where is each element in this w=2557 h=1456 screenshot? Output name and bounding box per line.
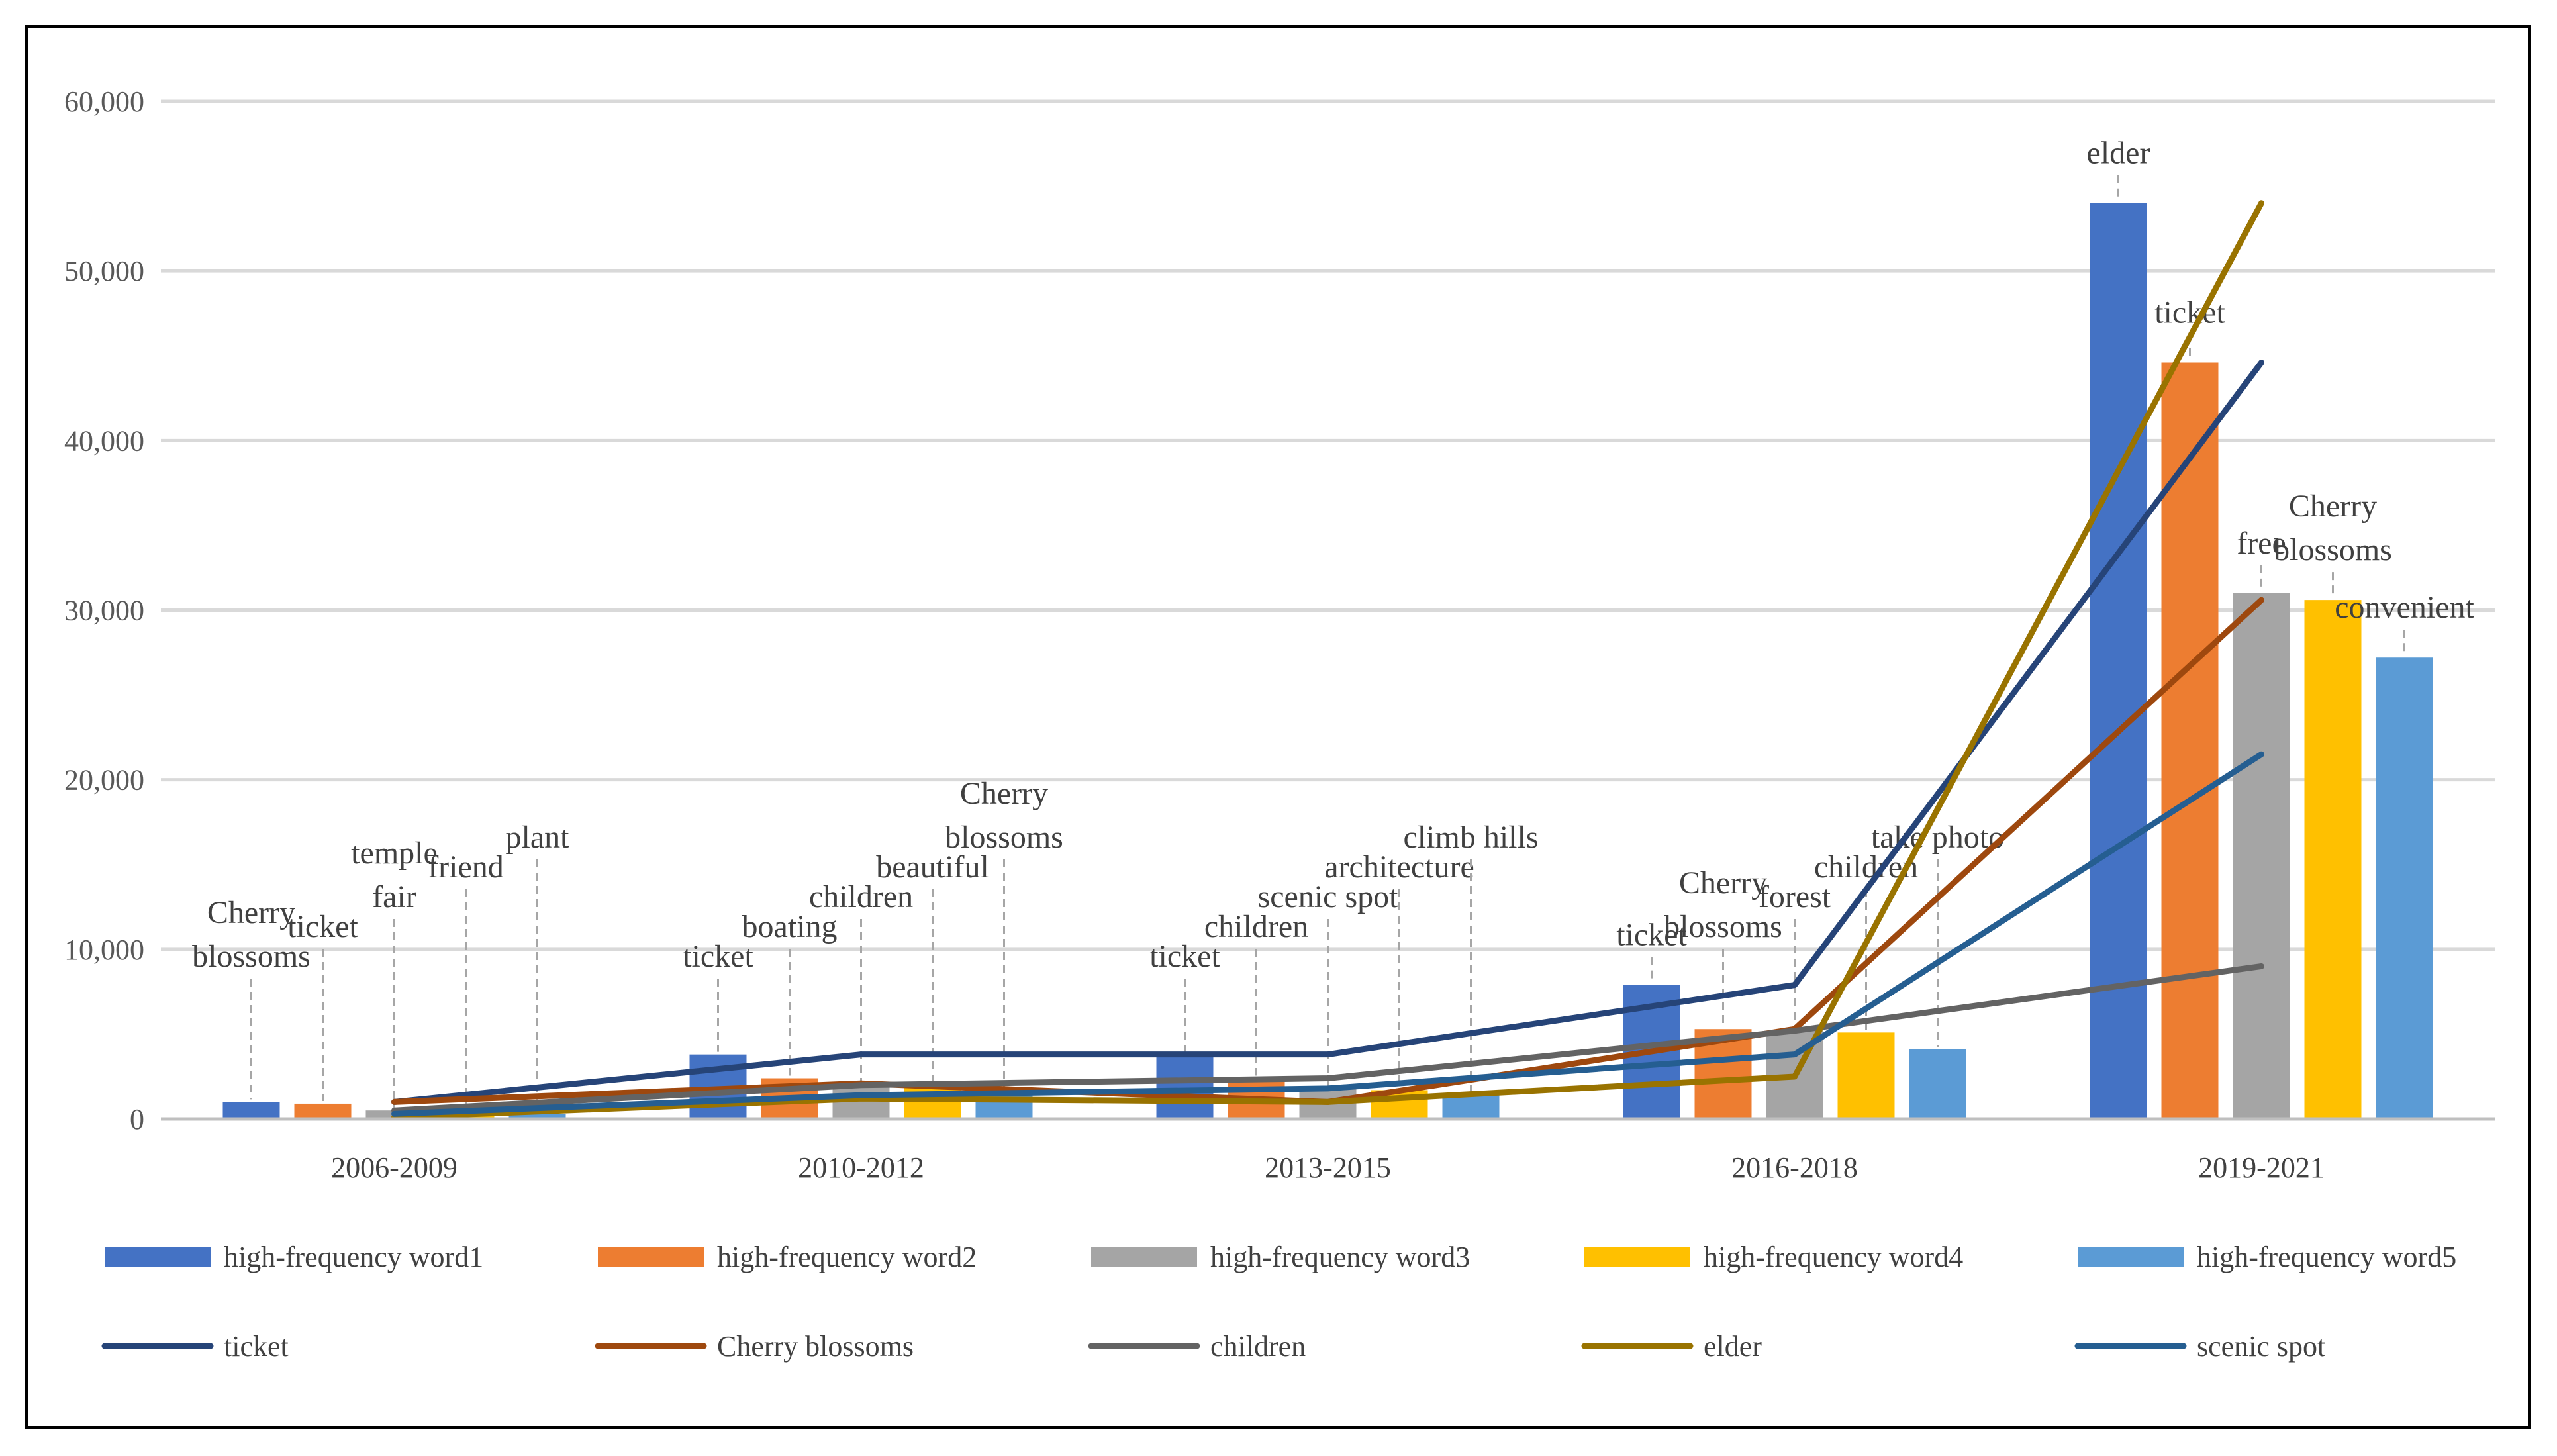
legend-label: high-frequency word1 xyxy=(224,1241,483,1273)
y-tick-label: 40,000 xyxy=(64,424,144,457)
data-label: blossoms xyxy=(945,820,1063,855)
y-tick-label: 10,000 xyxy=(64,934,144,966)
line-series-children xyxy=(391,963,2264,1114)
y-tick-label: 30,000 xyxy=(64,595,144,627)
data-label: ticket xyxy=(287,909,358,944)
data-label: children xyxy=(1204,909,1308,944)
legend-label: high-frequency word2 xyxy=(717,1241,977,1273)
data-label: free xyxy=(2237,526,2286,561)
y-tick-label: 60,000 xyxy=(64,85,144,118)
legend-label: high-frequency word4 xyxy=(1704,1241,1963,1273)
legend-label: ticket xyxy=(224,1330,289,1363)
data-label: elder xyxy=(2087,136,2150,171)
data-label: Cherry xyxy=(960,776,1048,811)
y-tick-label: 20,000 xyxy=(64,764,144,797)
y-tick-label: 0 xyxy=(130,1103,144,1136)
data-label: Cherry xyxy=(2289,489,2377,524)
bar-5-2013-2015 xyxy=(1442,1095,1500,1119)
x-tick-label: 2019-2021 xyxy=(2198,1151,2325,1184)
bar-1-2006-2009 xyxy=(222,1102,280,1119)
legend-label: Cherry blossoms xyxy=(717,1330,914,1363)
line-series-scenic-spot xyxy=(391,751,2264,1117)
x-tick-label: 2006-2009 xyxy=(331,1151,458,1184)
legend-label: high-frequency word5 xyxy=(2197,1241,2456,1273)
data-label: plant xyxy=(506,820,570,855)
bar-3-2019-2021 xyxy=(2233,593,2290,1119)
data-label: climb hills xyxy=(1404,820,1539,855)
x-tick-label: 2013-2015 xyxy=(1265,1151,1391,1184)
data-label: architecture xyxy=(1324,849,1474,885)
data-label: blossoms xyxy=(192,939,311,974)
chart-frame: 0 10,000 20,000 30,000 40,000 50,000 60,000 Che… xyxy=(25,25,2531,1429)
data-label: fair xyxy=(372,879,416,914)
x-tick-label: 2016-2018 xyxy=(1731,1151,1858,1184)
bar-1-2019-2021 xyxy=(2090,203,2147,1120)
data-label: forest xyxy=(1759,879,1831,914)
data-label: Cherry xyxy=(207,895,295,930)
legend-swatch xyxy=(1584,1247,1690,1267)
legend-swatch xyxy=(2078,1247,2184,1267)
data-label: Cherry xyxy=(1679,865,1767,900)
data-label: take photo xyxy=(1871,820,2004,855)
data-label: convenient xyxy=(2335,590,2474,625)
data-label: temple xyxy=(351,836,438,871)
bar-2-2019-2021 xyxy=(2161,362,2219,1119)
data-label: ticket xyxy=(1616,918,1687,953)
legend-swatch xyxy=(105,1247,211,1267)
data-label: ticket xyxy=(1149,939,1220,974)
x-tick-label: 2010-2012 xyxy=(798,1151,924,1184)
legend-label: scenic spot xyxy=(2197,1330,2325,1363)
data-label: children xyxy=(809,879,913,914)
data-label: boating xyxy=(742,909,838,944)
chart-svg: 0 10,000 20,000 30,000 40,000 50,000 60,000 Che… xyxy=(64,85,2495,1363)
legend-label: high-frequency word3 xyxy=(1210,1241,1470,1273)
bar-5-2016-2018 xyxy=(1909,1049,1966,1119)
line-series-ticket xyxy=(391,359,2264,1105)
bar-1-2013-2015 xyxy=(1156,1054,1214,1119)
legend-swatch xyxy=(598,1247,704,1267)
data-label: beautiful xyxy=(876,849,989,885)
bar-5-2006-2009 xyxy=(508,1114,566,1119)
data-label: friend xyxy=(428,849,504,885)
data-label: ticket xyxy=(2154,295,2225,330)
data-label: scenic spot xyxy=(1258,879,1399,914)
data-label: blossoms xyxy=(1664,909,1782,944)
legend-swatch xyxy=(1091,1247,1197,1267)
data-label: blossoms xyxy=(2274,532,2392,567)
data-label: ticket xyxy=(683,939,753,974)
line-series-elder xyxy=(391,200,2264,1120)
bar-4-2019-2021 xyxy=(2304,600,2362,1119)
bar-5-2019-2021 xyxy=(2376,657,2433,1119)
bar-4-2016-2018 xyxy=(1837,1032,1895,1119)
bar-2-2006-2009 xyxy=(294,1103,352,1119)
legend-label: elder xyxy=(1704,1330,1762,1363)
legend-label: children xyxy=(1210,1330,1306,1363)
y-tick-label: 50,000 xyxy=(64,255,144,287)
